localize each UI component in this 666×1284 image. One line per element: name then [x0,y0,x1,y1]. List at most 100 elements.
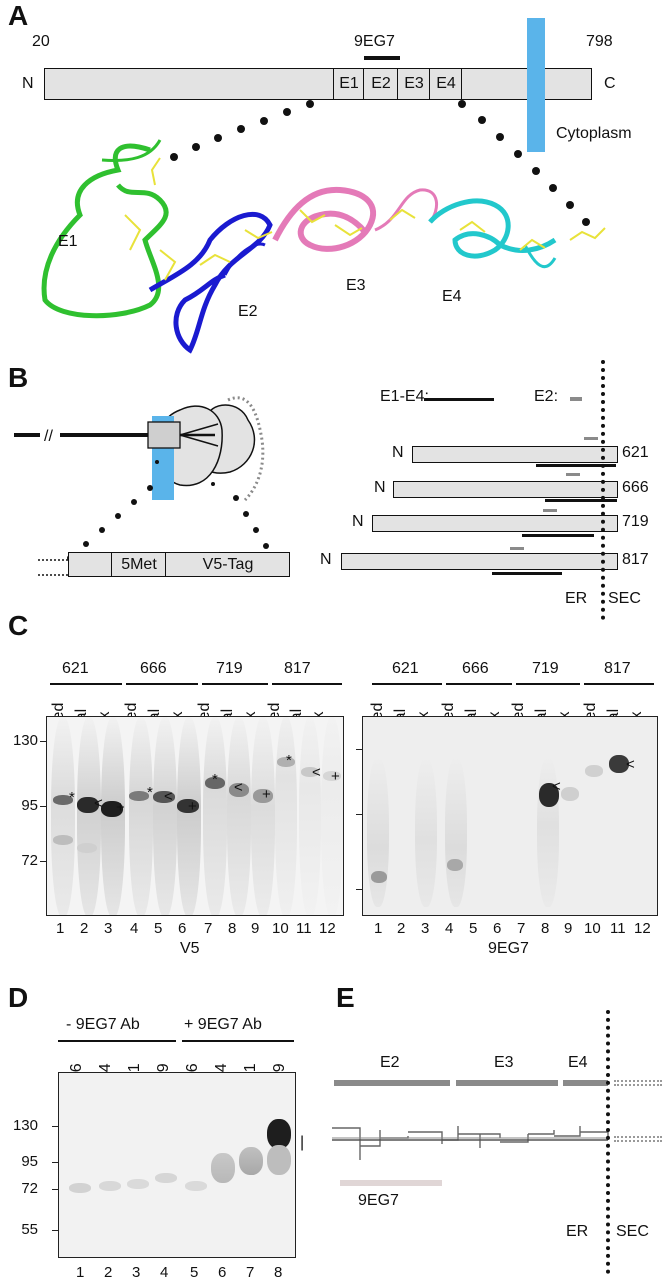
c-right-tick-3 [356,889,362,891]
construct-817-e1e4 [492,572,562,575]
d-right-mark: | [300,1134,305,1151]
e-antibody-label: 9EG7 [358,1192,399,1209]
c-right-group-621: 621 [392,660,419,677]
d-minus-header-line [58,1040,176,1042]
gel-band [253,789,273,803]
c-right-group-666-line [446,683,512,685]
c-mark-lt-5: < [164,788,173,805]
gel-band [321,717,343,915]
gel-band [301,767,319,777]
gel-band [609,755,629,773]
gel-band [53,835,73,845]
c-mark-plus-6: + [188,798,197,815]
ribosome-diagram: // [14,396,279,576]
c-mark-lt-8: < [234,779,243,796]
e-domain-e2: E2 [380,1054,400,1071]
c-left-num-5: 5 [154,920,163,937]
c-right-num-5: 5 [469,920,478,937]
domain-e2: E2 [363,69,398,99]
gel-band [367,757,389,907]
c-right-num-8: 8 [541,920,550,937]
construct-666-e1e4 [545,499,617,502]
c-left-group-719-line [202,683,268,685]
c-tick-130 [40,741,46,743]
c-left-group-621: 621 [62,660,89,677]
gel-band [99,1181,121,1191]
c-mark-star-7: * [212,771,218,788]
gel-band [155,1173,177,1183]
construct-n-719: N [352,513,364,530]
gel-band [415,757,437,907]
gel-band [77,797,99,813]
d-mw-95: 95 [21,1153,38,1170]
gel-band [447,859,463,871]
er-label: ER [565,590,588,607]
c-left-group-621-line [50,683,122,685]
construct-817-e2 [510,547,524,550]
d-mw-130: 130 [12,1117,38,1134]
e-domain-e4: E4 [568,1054,588,1071]
c-right-mark-lt-8: < [552,778,561,795]
e-domain-e4-bar [563,1080,608,1086]
gel-band [323,771,341,781]
c-right-group-666: 666 [462,660,489,677]
c-mw-95: 95 [21,797,38,814]
tag-v5: V5-Tag [165,553,290,576]
protein-structure-ribbon [41,100,606,354]
structure-label-e1: E1 [58,233,78,250]
c-mark-star-10: * [286,752,292,769]
c-right-group-621-line [372,683,442,685]
d-num-7: 7 [246,1264,255,1281]
gel-band [203,717,227,915]
e-domain-e3: E3 [494,1054,514,1071]
c-mark-star-4: * [147,784,153,801]
construct-label-666: 666 [622,479,649,496]
construct-bar-621 [412,446,618,463]
tag-5met: 5Met [111,553,166,576]
gel-band [185,1181,207,1191]
c-left-num-9: 9 [251,920,260,937]
c-left-group-719: 719 [216,660,243,677]
c-mark-plus-3: + [116,799,125,816]
gel-band [129,791,149,801]
c-right-num-9: 9 [564,920,573,937]
gel-band [251,717,275,915]
c-mark-lt-2: < [94,795,103,812]
c-mw-130: 130 [12,732,38,749]
construct-label-621: 621 [622,444,649,461]
antibody-epitope-bar [364,56,400,60]
panel-c-letter: C [8,610,29,641]
c-right-group-719: 719 [532,660,559,677]
c-right-num-6: 6 [493,920,502,937]
c-tick-72 [40,861,46,863]
construct-tag-bar: 5Met V5-Tag [68,552,290,577]
c-left-num-10: 10 [272,920,289,937]
c-tick-95 [40,806,46,808]
construct-719-e1e4 [522,534,594,537]
c-left-num-3: 3 [104,920,113,937]
c-mark-lt-11: < [312,764,321,781]
svg-text://: // [44,428,53,445]
d-mw-72: 72 [21,1180,38,1197]
domain-e3: E3 [397,69,430,99]
construct-n-666: N [374,479,386,496]
e-sec-extension-top [614,1080,662,1086]
structure-label-e3: E3 [346,277,366,294]
c-left-num-1: 1 [56,920,65,937]
c-right-tick-1 [356,749,362,751]
d-tick-95 [52,1162,58,1164]
gel-band [51,717,75,915]
c-left-group-666-line [126,683,198,685]
structure-label-e4: E4 [442,288,462,305]
membrane-region [527,18,545,152]
legend-e2-label: E2: [534,388,559,405]
legend-e2-bar [570,397,582,401]
d-mw-55: 55 [21,1221,38,1238]
c-right-num-3: 3 [421,920,430,937]
construct-719-e2 [543,509,557,512]
construct-bar-817 [341,553,618,570]
c-mw-72: 72 [21,852,38,869]
c-left-num-12: 12 [319,920,336,937]
c-right-group-817-line [584,683,654,685]
panel-a-letter: A [8,0,29,31]
